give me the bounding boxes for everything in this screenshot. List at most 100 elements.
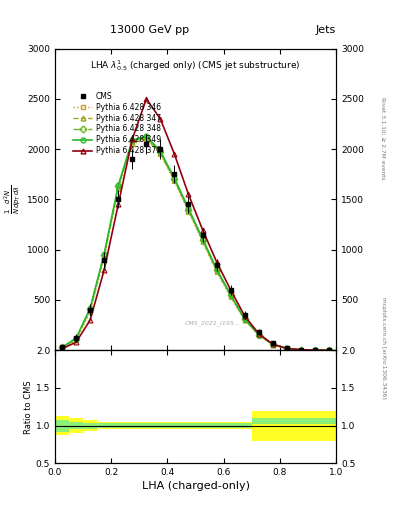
Pythia 6.428 346 <box>312 347 317 353</box>
Pythia 6.428 349 <box>74 335 79 342</box>
Pythia 6.428 347 <box>144 135 149 141</box>
Pythia 6.428 349 <box>327 347 331 353</box>
Pythia 6.428 346 <box>158 151 163 157</box>
Pythia 6.428 348 <box>256 332 261 338</box>
Pythia 6.428 347 <box>74 336 79 342</box>
Pythia 6.428 348 <box>299 347 303 353</box>
Pythia 6.428 348 <box>200 237 205 243</box>
Pythia 6.428 347 <box>102 253 107 259</box>
Pythia 6.428 348 <box>214 267 219 273</box>
Pythia 6.428 370 <box>228 287 233 293</box>
Pythia 6.428 370 <box>256 331 261 337</box>
Pythia 6.428 370 <box>312 347 317 353</box>
Text: CMS_2021_I195...: CMS_2021_I195... <box>184 321 240 326</box>
Pythia 6.428 370 <box>88 317 92 323</box>
Pythia 6.428 370 <box>186 191 191 198</box>
Pythia 6.428 347 <box>327 347 331 353</box>
Pythia 6.428 347 <box>214 268 219 274</box>
Pythia 6.428 347 <box>228 293 233 299</box>
Text: 13000 GeV pp: 13000 GeV pp <box>110 25 189 35</box>
Pythia 6.428 346 <box>200 239 205 245</box>
Pythia 6.428 347 <box>130 139 135 145</box>
Pythia 6.428 370 <box>270 341 275 347</box>
Pythia 6.428 348 <box>186 206 191 212</box>
Text: LHA $\lambda^1_{0.5}$ (charged only) (CMS jet substructure): LHA $\lambda^1_{0.5}$ (charged only) (CM… <box>90 58 301 73</box>
Pythia 6.428 349 <box>88 305 92 311</box>
Pythia 6.428 370 <box>242 313 247 319</box>
Pythia 6.428 347 <box>158 150 163 156</box>
Line: Pythia 6.428 370: Pythia 6.428 370 <box>60 96 331 353</box>
Pythia 6.428 346 <box>60 345 64 351</box>
Line: Pythia 6.428 347: Pythia 6.428 347 <box>60 136 331 353</box>
Pythia 6.428 346 <box>88 309 92 315</box>
Pythia 6.428 348 <box>130 138 135 144</box>
Pythia 6.428 370 <box>130 136 135 142</box>
Pythia 6.428 348 <box>88 306 92 312</box>
Pythia 6.428 347 <box>60 345 64 351</box>
Text: mcplots.cern.ch [arXiv:1306.3436]: mcplots.cern.ch [arXiv:1306.3436] <box>381 297 386 399</box>
Pythia 6.428 348 <box>327 347 331 353</box>
Pythia 6.428 348 <box>158 149 163 155</box>
Pythia 6.428 349 <box>158 148 163 154</box>
Pythia 6.428 349 <box>299 347 303 353</box>
Pythia 6.428 348 <box>228 292 233 298</box>
Pythia 6.428 349 <box>116 182 121 188</box>
Pythia 6.428 347 <box>200 238 205 244</box>
Line: Pythia 6.428 346: Pythia 6.428 346 <box>60 137 331 353</box>
Pythia 6.428 346 <box>256 332 261 338</box>
Pythia 6.428 346 <box>74 337 79 343</box>
Pythia 6.428 347 <box>299 347 303 353</box>
Pythia 6.428 349 <box>270 342 275 348</box>
Pythia 6.428 347 <box>285 346 289 352</box>
Pythia 6.428 349 <box>214 266 219 272</box>
Pythia 6.428 348 <box>312 347 317 353</box>
Pythia 6.428 348 <box>285 346 289 352</box>
Pythia 6.428 346 <box>116 186 121 193</box>
Pythia 6.428 346 <box>327 347 331 353</box>
Pythia 6.428 349 <box>102 251 107 257</box>
Pythia 6.428 370 <box>116 201 121 207</box>
Pythia 6.428 370 <box>158 116 163 122</box>
Pythia 6.428 370 <box>60 346 64 352</box>
Pythia 6.428 349 <box>200 236 205 242</box>
Pythia 6.428 370 <box>285 346 289 352</box>
Text: Rivet 3.1.10; ≥ 2.7M events: Rivet 3.1.10; ≥ 2.7M events <box>381 97 386 180</box>
Pythia 6.428 346 <box>299 347 303 353</box>
Pythia 6.428 347 <box>312 347 317 353</box>
Pythia 6.428 349 <box>60 344 64 350</box>
Pythia 6.428 346 <box>285 346 289 352</box>
Pythia 6.428 348 <box>242 316 247 323</box>
Text: Jets: Jets <box>316 25 336 35</box>
Pythia 6.428 347 <box>172 177 177 183</box>
Pythia 6.428 349 <box>285 346 289 352</box>
Pythia 6.428 347 <box>88 307 92 313</box>
Pythia 6.428 347 <box>242 316 247 323</box>
Pythia 6.428 370 <box>299 347 303 353</box>
Pythia 6.428 348 <box>74 336 79 342</box>
Pythia 6.428 349 <box>130 137 135 143</box>
Pythia 6.428 370 <box>144 96 149 102</box>
Pythia 6.428 370 <box>214 259 219 265</box>
Pythia 6.428 346 <box>102 254 107 261</box>
Pythia 6.428 348 <box>144 134 149 140</box>
Line: Pythia 6.428 348: Pythia 6.428 348 <box>60 135 331 353</box>
Pythia 6.428 346 <box>242 317 247 323</box>
Pythia 6.428 349 <box>172 175 177 181</box>
Pythia 6.428 347 <box>116 184 121 190</box>
X-axis label: LHA (charged-only): LHA (charged-only) <box>141 481 250 492</box>
Y-axis label: $\frac{1}{N}\frac{d^2N}{dp_T\,d\lambda}$: $\frac{1}{N}\frac{d^2N}{dp_T\,d\lambda}$ <box>2 185 23 214</box>
Pythia 6.428 349 <box>144 133 149 139</box>
Pythia 6.428 347 <box>186 207 191 214</box>
Pythia 6.428 348 <box>60 345 64 351</box>
Pythia 6.428 346 <box>214 269 219 275</box>
Pythia 6.428 348 <box>116 183 121 189</box>
Pythia 6.428 347 <box>256 332 261 338</box>
Pythia 6.428 346 <box>186 208 191 215</box>
Pythia 6.428 370 <box>102 267 107 273</box>
Line: Pythia 6.428 349: Pythia 6.428 349 <box>60 134 331 353</box>
Pythia 6.428 349 <box>186 205 191 211</box>
Pythia 6.428 349 <box>312 347 317 353</box>
Pythia 6.428 370 <box>172 151 177 157</box>
Pythia 6.428 346 <box>228 294 233 300</box>
Pythia 6.428 370 <box>200 226 205 232</box>
